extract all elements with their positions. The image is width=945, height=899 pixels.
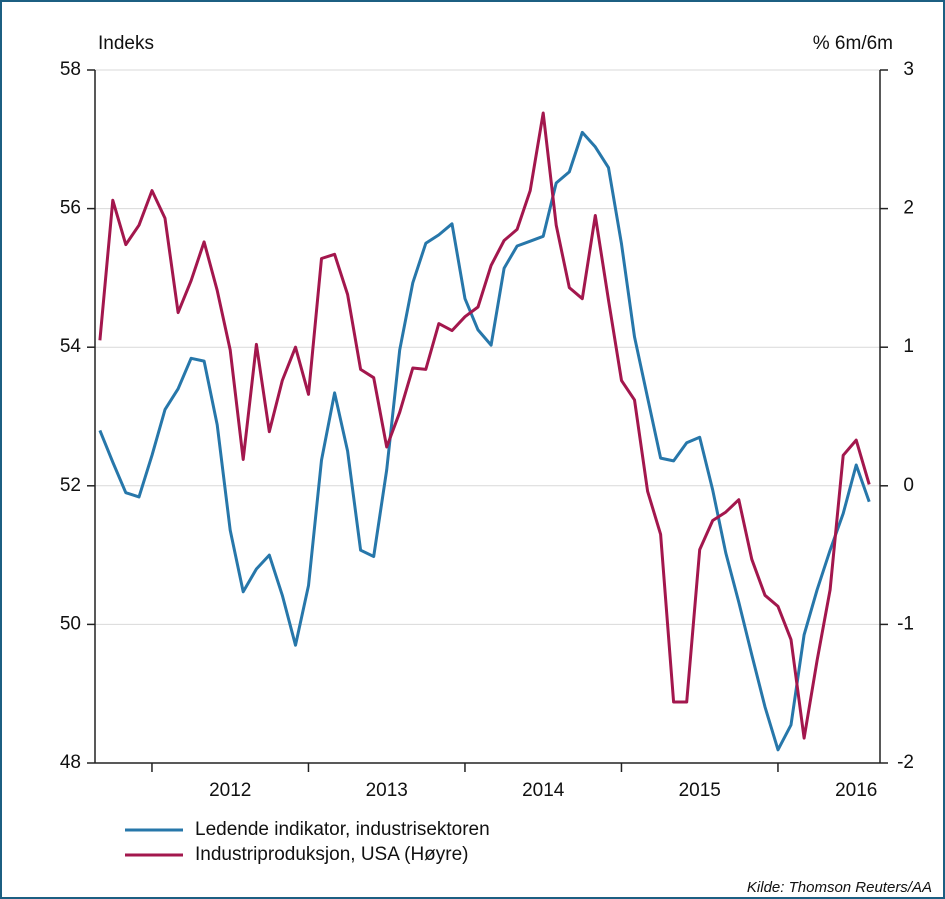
y-tick-label: 50 — [60, 613, 81, 634]
y-tick-label: 56 — [60, 198, 81, 219]
y2-tick-label: 3 — [903, 59, 914, 80]
x-tick-label: 2014 — [522, 780, 565, 801]
y-tick-label: 54 — [60, 336, 82, 357]
y-tick-label: 58 — [60, 59, 81, 80]
x-tick-label: 2016 — [835, 780, 877, 801]
x-tick-label: 2015 — [679, 780, 721, 801]
legend-label: Ledende indikator, industrisektoren — [195, 819, 490, 840]
series-line — [98, 130, 871, 752]
y2-tick-label: 0 — [903, 475, 914, 496]
y2-tick-label: -2 — [897, 752, 914, 773]
y2-tick-label: -1 — [897, 613, 914, 634]
y2-tick-label: 2 — [903, 198, 914, 219]
y-tick-label: 52 — [60, 475, 81, 496]
series-line — [98, 111, 871, 740]
x-tick-label: 2013 — [366, 780, 408, 801]
x-tick-label: 2012 — [209, 780, 251, 801]
source: Kilde: Thomson Reuters/AA — [747, 879, 932, 896]
y2-axis-label: % 6m/6m — [813, 33, 893, 54]
legend-label: Industriproduksjon, USA (Høyre) — [195, 844, 469, 865]
y-axis-label: Indeks — [98, 33, 154, 54]
y-tick-label: 48 — [60, 752, 81, 773]
y2-tick-label: 1 — [903, 336, 914, 357]
